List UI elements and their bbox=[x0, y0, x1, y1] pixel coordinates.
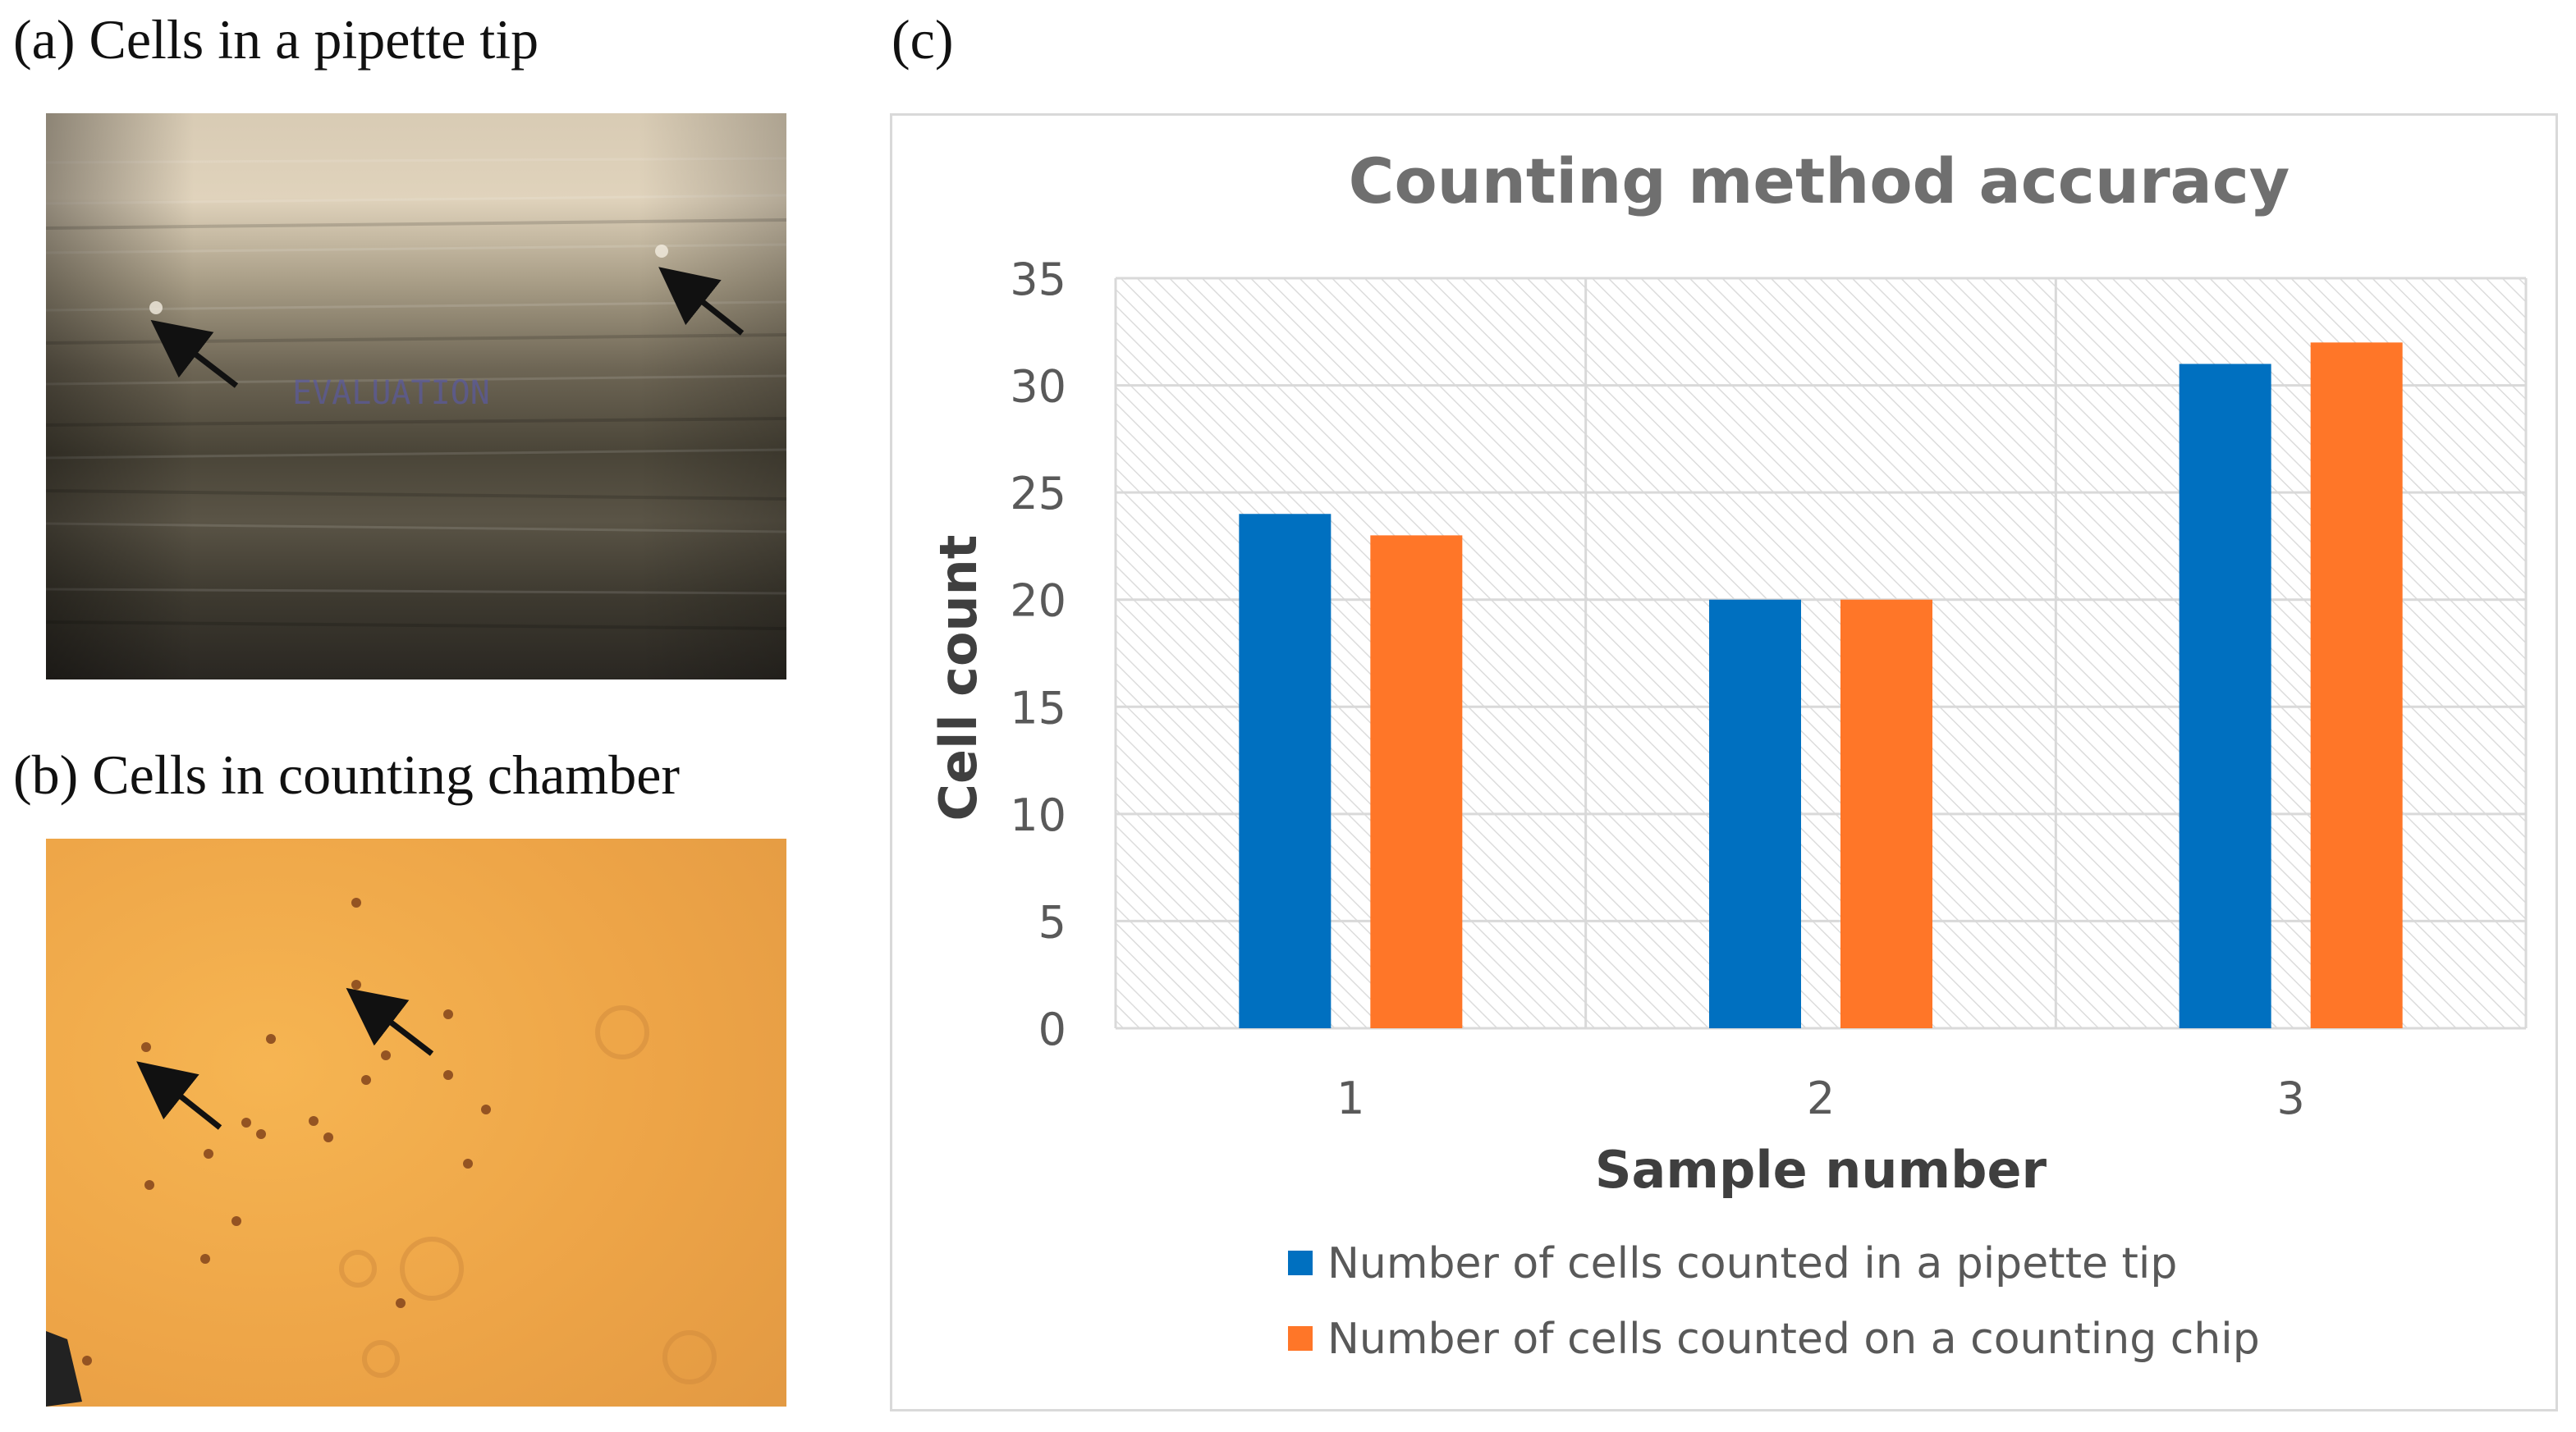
counting-chamber-micrograph bbox=[46, 839, 786, 1407]
x-tick-label: 2 bbox=[1807, 1073, 1835, 1124]
bar-pipette-tip-sample-3 bbox=[2179, 364, 2271, 1028]
bar-chart: Counting method accuracy 0 5 10 15 20 25 30 35 1 2… bbox=[928, 144, 2528, 1364]
legend-swatch bbox=[1288, 1326, 1313, 1351]
y-tick-label: 35 bbox=[1010, 254, 1066, 305]
bar-pipette-tip-sample-2 bbox=[1709, 599, 1801, 1028]
legend-label: Number of cells counted in a pipette tip bbox=[1327, 1239, 2177, 1288]
panel-a-label: (a) Cells in a pipette tip bbox=[13, 8, 539, 71]
cell-marker bbox=[655, 245, 668, 258]
arrow-icon bbox=[658, 267, 745, 336]
y-tick-label: 15 bbox=[1010, 682, 1066, 734]
x-tick-label: 1 bbox=[1336, 1073, 1364, 1124]
legend-swatch bbox=[1288, 1251, 1313, 1275]
arrow-icon bbox=[136, 1061, 222, 1130]
bar-counting-chip-sample-3 bbox=[2310, 342, 2403, 1028]
pipette-tip-micrograph: EVALUATION bbox=[46, 113, 786, 679]
y-tick-label: 5 bbox=[1038, 896, 1066, 948]
bar-counting-chip-sample-2 bbox=[1840, 599, 1932, 1028]
chart-title: Counting method accuracy bbox=[1349, 144, 2290, 217]
evaluation-watermark: EVALUATION bbox=[292, 374, 490, 412]
arrow-icon bbox=[150, 319, 239, 388]
x-axis-title: Sample number bbox=[1595, 1140, 2047, 1200]
y-tick-label: 30 bbox=[1010, 361, 1066, 413]
legend-label: Number of cells counted on a counting ch… bbox=[1327, 1315, 2260, 1364]
y-tick-label: 20 bbox=[1010, 575, 1066, 627]
y-axis-title: Cell count bbox=[928, 535, 988, 821]
chart-frame: Counting method accuracy 0 5 10 15 20 25 30 35 1 2… bbox=[890, 113, 2558, 1411]
arrow-icon bbox=[346, 987, 434, 1056]
bar-pipette-tip-sample-1 bbox=[1239, 514, 1332, 1028]
cell-marker bbox=[149, 301, 163, 314]
panel-b-label: (b) Cells in counting chamber bbox=[13, 743, 681, 806]
x-tick-label: 3 bbox=[2276, 1073, 2304, 1124]
y-tick-label: 10 bbox=[1010, 789, 1066, 841]
panel-c-label: (c) bbox=[892, 8, 954, 71]
y-tick-label: 25 bbox=[1010, 468, 1066, 519]
plot-area bbox=[1116, 278, 2526, 1028]
y-tick-label: 0 bbox=[1038, 1004, 1066, 1055]
bar-counting-chip-sample-1 bbox=[1370, 535, 1463, 1028]
